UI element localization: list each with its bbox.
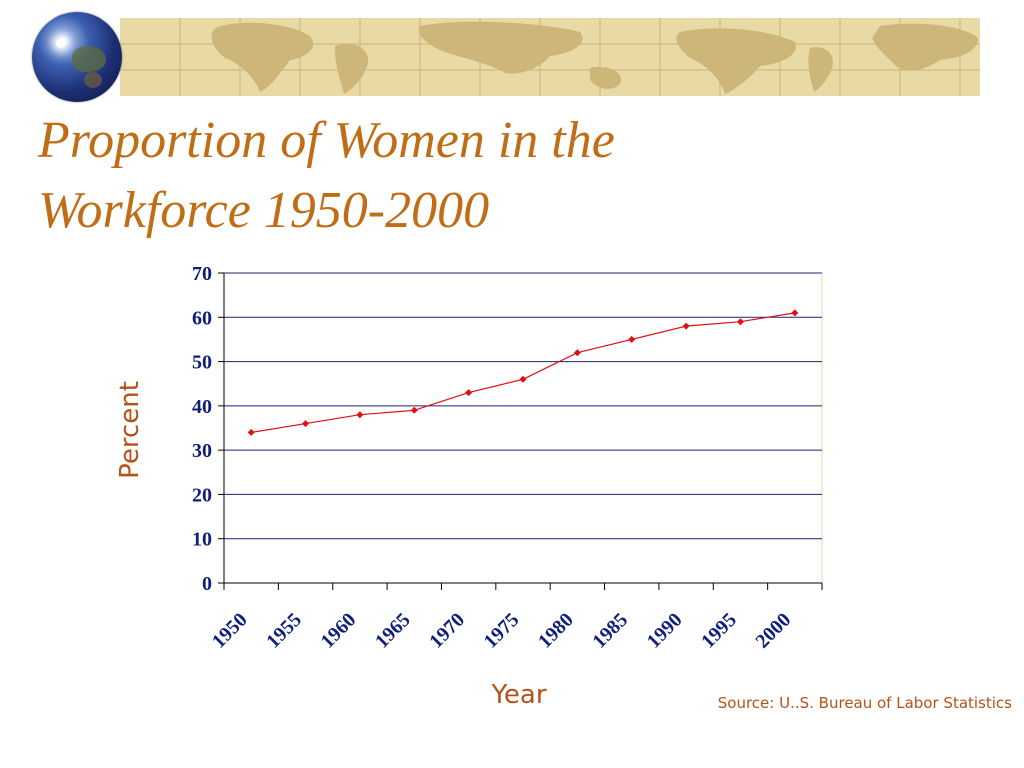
slide-title: Proportion of Women in the Workforce 195…: [38, 106, 938, 246]
x-tick-label: 1955: [262, 609, 306, 653]
data-point: [410, 406, 418, 414]
data-point: [573, 349, 581, 357]
x-tick-label: 1995: [697, 609, 741, 653]
x-tick-label: 1990: [643, 609, 687, 653]
x-tick-label: 1960: [317, 609, 361, 653]
series-line: [251, 312, 795, 434]
title-line-2: Workforce 1950-2000: [38, 182, 490, 239]
data-point: [519, 375, 527, 383]
x-tick-label: 1980: [534, 609, 578, 653]
data-point: [628, 335, 636, 343]
y-tick-label: 30: [192, 440, 212, 462]
data-point: [736, 318, 744, 326]
y-tick-label: 50: [192, 352, 212, 374]
source-note: Source: U..S. Bureau of Labor Statistics: [717, 694, 1012, 712]
y-tick-label: 70: [192, 263, 212, 285]
x-tick-label: 1950: [208, 609, 252, 653]
x-tick-label: 1965: [371, 609, 415, 653]
x-tick-label: 1970: [425, 609, 469, 653]
y-tick-label: 10: [192, 529, 212, 551]
x-tick-label: 2000: [751, 609, 795, 653]
y-tick-label: 40: [192, 396, 212, 418]
world-map-decoration: [120, 18, 980, 96]
y-axis-title: Percent: [115, 381, 145, 479]
data-point: [247, 428, 255, 436]
data-point: [465, 389, 473, 397]
data-point: [682, 322, 690, 330]
world-map-banner: [120, 18, 980, 96]
data-point: [791, 309, 799, 317]
data-point: [302, 420, 310, 428]
x-tick-label: 1975: [480, 609, 524, 653]
x-tick-label: 1985: [588, 609, 632, 653]
data-point: [356, 411, 364, 419]
title-line-1: Proportion of Women in the: [38, 112, 615, 169]
y-tick-label: 60: [192, 307, 212, 329]
y-tick-label: 20: [192, 484, 212, 506]
plot-area-frame: [223, 272, 823, 584]
globe-logo: [32, 12, 122, 102]
x-axis-title: Year: [490, 680, 546, 710]
y-tick-label: 0: [202, 573, 212, 595]
